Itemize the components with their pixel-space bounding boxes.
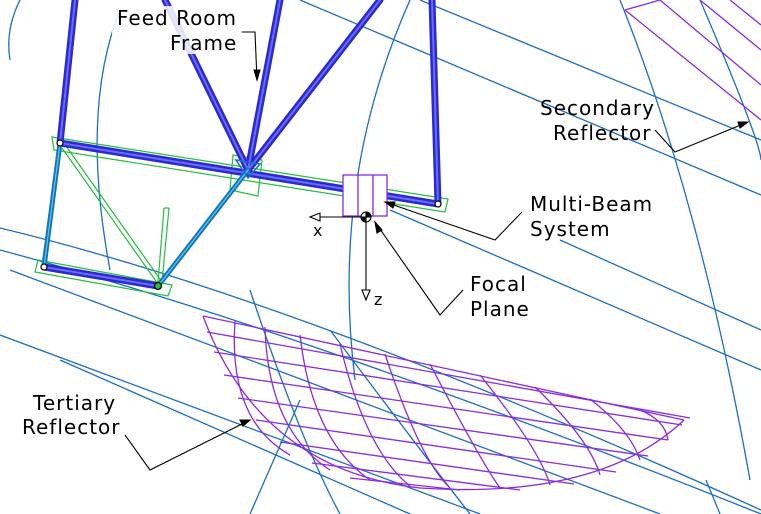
multibeam-box — [342, 174, 388, 217]
z-axis-label: z — [374, 290, 382, 309]
secondary-label-line1: Secondary — [540, 96, 655, 120]
ray-line — [96, 9, 121, 271]
ray-line — [9, 269, 661, 514]
frame-joint — [56, 139, 64, 147]
ray-line — [559, 239, 761, 331]
leader-lines — [124, 31, 750, 471]
focal-label-line1: Focal — [470, 272, 527, 296]
x-axis-label: x — [313, 221, 322, 240]
ray-line — [699, 0, 761, 161]
reflector-outline — [202, 315, 685, 491]
secondary-reflector — [624, 0, 761, 121]
frame-joint — [40, 263, 48, 271]
multibeam-label-line1: Multi-Beam — [530, 192, 653, 216]
ray-line — [249, 289, 341, 514]
ray-line — [299, 0, 761, 196]
leader-focal — [374, 221, 464, 316]
feed-room-label-line1: Feed Room — [117, 6, 237, 30]
leader-secondary — [654, 121, 749, 153]
frame-joint — [434, 200, 442, 208]
feed-room-label-bg — [112, 6, 242, 54]
secondary-label-line2: Reflector — [553, 121, 652, 145]
ray-line — [619, 0, 751, 481]
tertiary-label-line1: Tertiary — [32, 391, 116, 415]
tertiary-label-line2: Reflector — [22, 415, 121, 439]
lower-beam-outline — [34, 259, 173, 297]
leader-multibeam — [384, 201, 523, 241]
upper-beam-outline — [51, 136, 449, 213]
tertiary-reflector — [202, 315, 691, 514]
ray-line — [705, 479, 721, 514]
coordinate-axes — [308, 211, 372, 302]
ray-line — [59, 359, 411, 514]
leader-tertiary — [124, 419, 251, 471]
frame-joint — [153, 281, 163, 291]
feed-room-label-line2: Frame — [170, 31, 237, 55]
ray-line — [0, 227, 761, 511]
focal-label-line2: Plane — [470, 297, 530, 321]
ray-line — [389, 209, 761, 371]
ray-line — [419, 0, 761, 141]
leader-feed-room — [240, 31, 258, 81]
multibeam-label-line2: System — [530, 217, 611, 241]
ray-line — [8, 0, 21, 61]
feed-room-frame — [40, 0, 442, 291]
ray-line — [329, 329, 471, 514]
